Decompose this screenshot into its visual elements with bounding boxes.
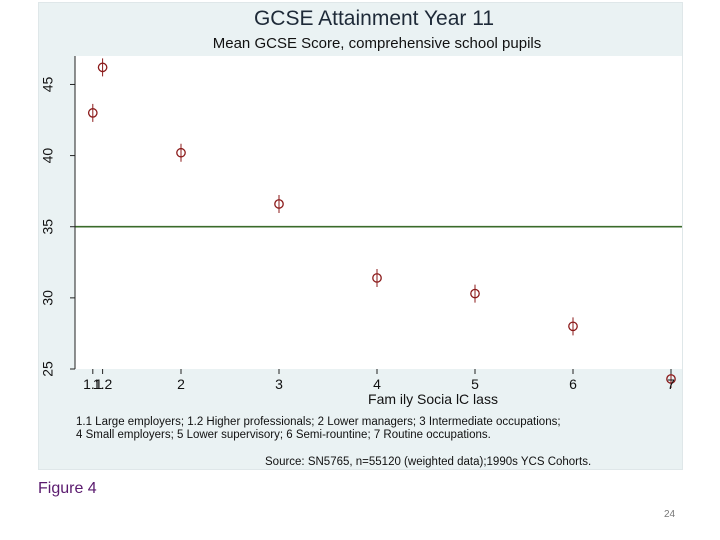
x-tick-label: 2 [177, 376, 185, 392]
page-number: 24 [664, 509, 676, 520]
data-point [176, 147, 186, 158]
x-tick-label: 3 [275, 376, 283, 392]
source-note: Source: SN5765, n=55120 (weighted data);… [265, 456, 591, 468]
x-tick-label: 7 [667, 376, 675, 392]
figure-panel: GCSE Attainment Year 11 Mean GCSE Score,… [38, 2, 683, 470]
y-tick-label: 45 [40, 76, 56, 92]
plot-area [75, 56, 682, 369]
y-tick-label: 40 [40, 148, 56, 164]
data-point [568, 321, 578, 332]
note-line-2: 4 Small employers; 5 Lower supervisory; … [76, 429, 491, 441]
data-point [87, 108, 98, 118]
data-point [372, 273, 382, 283]
y-tick-label: 30 [40, 290, 56, 306]
x-tick-label: 4 [373, 376, 381, 392]
data-point [274, 199, 284, 209]
y-tick-label: 25 [40, 361, 56, 377]
data-point [666, 374, 676, 384]
y-tick-label: 35 [40, 219, 56, 235]
x-tick-label: 6 [569, 376, 577, 392]
data-point [470, 288, 480, 299]
x-axis-label: Fam ily Socia lC lass [368, 391, 498, 407]
chart-title: GCSE Attainment Year 11 [254, 7, 494, 30]
x-tick-label: 1.2 [93, 376, 113, 392]
gcse-chart: GCSE Attainment Year 11 Mean GCSE Score,… [40, 7, 682, 468]
note-line-1: 1.1 Large employers; 1.2 Higher professi… [76, 416, 561, 428]
chart-subtitle: Mean GCSE Score, comprehensive school pu… [213, 35, 542, 52]
x-tick-label: 1.1 [83, 376, 103, 392]
data-point [97, 62, 108, 73]
figure-label: Figure 4 [38, 480, 97, 497]
x-tick-label: 5 [471, 376, 479, 392]
